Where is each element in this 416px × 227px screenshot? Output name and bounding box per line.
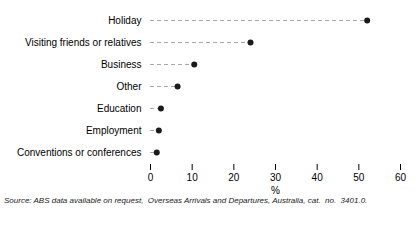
svg-text:50: 50 [353,172,365,183]
html-text:Source: ABS data available on: Source: ABS data available on request, O… [4,196,368,205]
svg-text:Business: Business [101,59,142,70]
svg-text:%: % [271,185,280,196]
svg-text:Other: Other [116,81,142,92]
svg-text:Education: Education [97,103,141,114]
svg-text:60: 60 [395,172,407,183]
svg-text:Conventions or conferences: Conventions or conferences [17,147,142,158]
svg-text:30: 30 [270,172,282,183]
svg-text:Holiday: Holiday [108,15,141,26]
svg-text:10: 10 [187,172,199,183]
svg-text:20: 20 [228,172,240,183]
svg-text:Employment: Employment [86,125,142,136]
svg-text:40: 40 [312,172,324,183]
svg-text:Visiting friends or relatives: Visiting friends or relatives [25,37,142,48]
svg-text:0: 0 [148,172,154,183]
